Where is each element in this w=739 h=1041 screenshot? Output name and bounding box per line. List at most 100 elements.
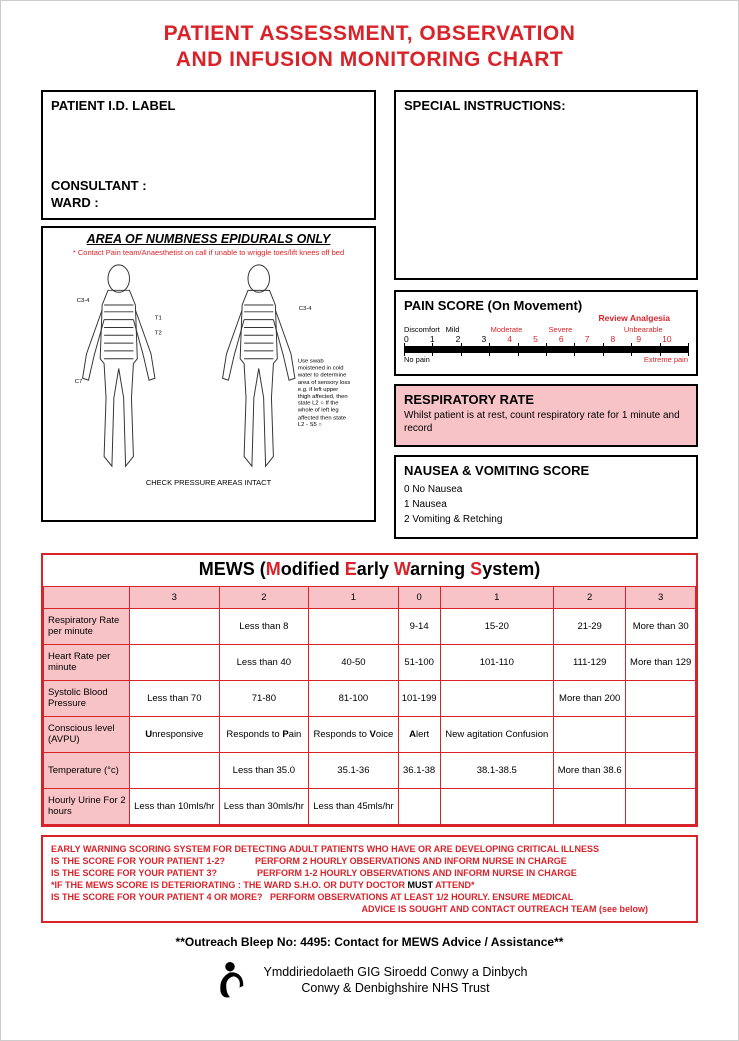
mews-cell: More than 200 <box>553 680 625 716</box>
pain-number: 6 <box>559 334 585 344</box>
pain-top-label: Severe <box>548 325 573 334</box>
advice-line-1: EARLY WARNING SCORING SYSTEM FOR DETECTI… <box>51 843 688 855</box>
mews-cell <box>130 608 220 644</box>
mews-cell: Less than 8 <box>219 608 309 644</box>
mews-cell <box>130 752 220 788</box>
mews-row-label: Heart Rate per minute <box>44 644 130 680</box>
pain-number: 1 <box>430 334 456 344</box>
mews-cell: 101-199 <box>398 680 440 716</box>
mews-cell: 51-100 <box>398 644 440 680</box>
mews-cell: Responds to Pain <box>219 716 309 752</box>
pain-top-label <box>522 325 547 334</box>
patient-id-box: PATIENT I.D. LABEL CONSULTANT : WARD : <box>41 90 376 220</box>
mews-cell <box>626 716 696 752</box>
pain-top-label: Discomfort <box>404 325 440 334</box>
footer-english: Conwy & Denbighshire NHS Trust <box>263 980 527 996</box>
mews-cell: Less than 10mls/hr <box>130 788 220 824</box>
pain-top-label: Mild <box>440 325 465 334</box>
mews-cell: 101-110 <box>440 644 553 680</box>
title-line-2: AND INFUSION MONITORING CHART <box>41 47 698 73</box>
mews-cell: 111-129 <box>553 644 625 680</box>
pain-top-label: Moderate <box>491 325 523 334</box>
nausea-items: 0 No Nausea1 Nausea2 Vomiting & Retching <box>404 482 688 527</box>
mews-cell: 9-14 <box>398 608 440 644</box>
advice-q3: IS THE SCORE FOR YOUR PATIENT 4 OR MORE? <box>51 892 263 902</box>
pain-number: 9 <box>636 334 662 344</box>
mews-header-cell: 2 <box>219 586 309 608</box>
respiratory-box: RESPIRATORY RATE Whilst patient is at re… <box>394 384 698 447</box>
mews-header-cell: 2 <box>553 586 625 608</box>
mews-cell: 36.1-38 <box>398 752 440 788</box>
ward-label: WARD : <box>51 195 366 212</box>
mews-cell <box>553 716 625 752</box>
mews-header-cell: 1 <box>440 586 553 608</box>
advice-deter: *IF THE MEWS SCORE IS DETERIORATING : TH… <box>51 880 408 890</box>
mews-cell: New agitation Confusion <box>440 716 553 752</box>
svg-text:C3-4: C3-4 <box>77 298 90 304</box>
patient-id-label: PATIENT I.D. LABEL <box>51 98 366 113</box>
numbness-note: * Contact Pain team/Anaesthetist on call… <box>49 248 368 257</box>
pain-number: 10 <box>662 334 688 344</box>
pain-number: 7 <box>585 334 611 344</box>
body-front-icon: C3-4 T1 T2 C7 <box>65 261 173 476</box>
body-back-icon: C3-4 Use swab moistened in cold water to… <box>205 261 352 476</box>
mews-cell <box>130 644 220 680</box>
mews-header-cell <box>44 586 130 608</box>
mews-cell <box>440 680 553 716</box>
mews-cell: More than 129 <box>626 644 696 680</box>
pain-number: 3 <box>481 334 507 344</box>
mews-cell: 81-100 <box>309 680 399 716</box>
pain-top-label: Unbearable <box>624 325 663 334</box>
mews-cell: Less than 40 <box>219 644 309 680</box>
mews-cell <box>398 788 440 824</box>
nausea-item: 1 Nausea <box>404 497 688 512</box>
svg-text:T2: T2 <box>155 330 162 336</box>
mews-cell: 21-29 <box>553 608 625 644</box>
mews-cell <box>309 608 399 644</box>
mews-cell: 38.1-38.5 <box>440 752 553 788</box>
mews-cell: Responds to Voice <box>309 716 399 752</box>
nausea-item: 2 Vomiting & Retching <box>404 512 688 527</box>
numbness-footer: CHECK PRESSURE AREAS INTACT <box>49 478 368 487</box>
mews-row-label: Temperature (°c) <box>44 752 130 788</box>
mews-cell: Less than 70 <box>130 680 220 716</box>
nhs-trust-logo-icon <box>211 959 249 1001</box>
footer: Ymddiriedolaeth GIG Siroedd Conwy a Dinb… <box>41 959 698 1001</box>
pain-score-box: PAIN SCORE (On Movement) Review Analgesi… <box>394 290 698 376</box>
numbness-instructions: Use swab moistened in cold water to dete… <box>298 358 352 428</box>
svg-text:C7: C7 <box>75 379 83 385</box>
pain-labels-top: DiscomfortMild Moderate Severe Unbearable <box>404 325 688 334</box>
mews-cell <box>626 680 696 716</box>
mews-cell <box>626 788 696 824</box>
pain-top-label <box>663 325 688 334</box>
mews-cell: Less than 45mls/hr <box>309 788 399 824</box>
mews-cell: More than 30 <box>626 608 696 644</box>
mews-cell: 40-50 <box>309 644 399 680</box>
pain-bar <box>404 346 688 353</box>
main-title: PATIENT ASSESSMENT, OBSERVATION AND INFU… <box>41 21 698 74</box>
pain-number: 0 <box>404 334 430 344</box>
advice-box: EARLY WARNING SCORING SYSTEM FOR DETECTI… <box>41 835 698 924</box>
advice-line-6: ADVICE IS SOUGHT AND CONTACT OUTREACH TE… <box>51 903 688 915</box>
respiratory-text: Whilst patient is at rest, count respira… <box>404 409 688 435</box>
extreme-pain-label: Extreme pain <box>644 355 688 364</box>
title-line-1: PATIENT ASSESSMENT, OBSERVATION <box>41 21 698 47</box>
numbness-header: AREA OF NUMBNESS EPIDURALS ONLY <box>49 232 368 246</box>
mews-cell <box>626 752 696 788</box>
advice-a2: PERFORM 1-2 HOURLY OBSERVATIONS AND INFO… <box>257 868 577 878</box>
nausea-item: 0 No Nausea <box>404 482 688 497</box>
pain-top-label <box>598 325 623 334</box>
special-instructions-box: SPECIAL INSTRUCTIONS: <box>394 90 698 280</box>
mews-title: MEWS (Modified Early Warning System) <box>43 555 696 586</box>
nausea-box: NAUSEA & VOMITING SCORE 0 No Nausea1 Nau… <box>394 455 698 539</box>
nausea-header: NAUSEA & VOMITING SCORE <box>404 463 688 478</box>
consultant-label: CONSULTANT : <box>51 178 366 195</box>
advice-a1: PERFORM 2 HOURLY OBSERVATIONS AND INFORM… <box>255 856 567 866</box>
svg-text:C3-4: C3-4 <box>299 305 312 311</box>
mews-table: 3210123Respiratory Rate per minuteLess t… <box>43 586 696 825</box>
mews-cell <box>440 788 553 824</box>
mews-row-label: Hourly Urine For 2 hours <box>44 788 130 824</box>
mews-cell <box>553 788 625 824</box>
mews-cell: Less than 30mls/hr <box>219 788 309 824</box>
mews-cell: More than 38.6 <box>553 752 625 788</box>
